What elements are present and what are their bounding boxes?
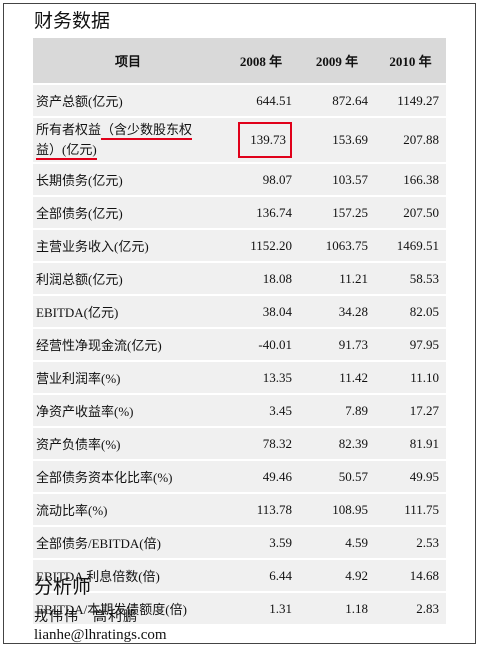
cell-2010: 1149.27 [375,84,446,118]
cell-2010: 2.83 [375,592,446,626]
table-row: 长期债务(亿元) 98.07 103.57 166.38 [33,163,446,197]
row-label: 全部债务(亿元) [33,196,223,230]
table-row: 流动比率(%) 113.78 108.95 111.75 [33,493,446,527]
cell-2010: 17.27 [375,394,446,428]
cell-2010: 49.95 [375,460,446,494]
section-title: 财务数据 [34,10,111,32]
row-label: 营业利润率(%) [33,361,223,395]
analyst-names: 戎伟伟 高利鹏 [34,606,138,626]
header-item: 项目 [33,38,223,85]
cell-2009: 4.92 [299,559,375,593]
table-row: 利润总额(亿元) 18.08 11.21 58.53 [33,262,446,296]
cell-2009: 7.89 [299,394,375,428]
row-label: 经营性净现金流(亿元) [33,328,223,362]
cell-2008: 644.51 [223,84,299,118]
cell-2009: 157.25 [299,196,375,230]
cell-2010: 82.05 [375,295,446,329]
cell-2010: 166.38 [375,163,446,197]
cell-2009: 872.64 [299,84,375,118]
table-row: 经营性净现金流(亿元) -40.01 91.73 97.95 [33,328,446,362]
cell-2009: 11.21 [299,262,375,296]
row-label: 流动比率(%) [33,493,223,527]
header-2008: 2008 年 [223,38,299,85]
cell-2010: 58.53 [375,262,446,296]
cell-2009: 108.95 [299,493,375,527]
cell-2009: 153.69 [299,117,375,164]
cell-2010: 111.75 [375,493,446,527]
table-row: 主营业务收入(亿元) 1152.20 1063.75 1469.51 [33,229,446,263]
row-label: 全部债务/EBITDA(倍) [33,526,223,560]
cell-2008: 78.32 [223,427,299,461]
header-2010: 2010 年 [375,38,446,85]
row-label: EBITDA/本期发债额度(倍) [33,592,223,626]
table-row: 资产负债率(%) 78.32 82.39 81.91 [33,427,446,461]
table-row: 资产总额(亿元) 644.51 872.64 1149.27 [33,84,446,118]
analyst-name: 高利鹏 [93,609,138,625]
cell-2010: 14.68 [375,559,446,593]
row-label: 资产负债率(%) [33,427,223,461]
cell-2008: 18.08 [223,262,299,296]
cell-2008: 139.73 [223,117,299,164]
underlined-label-part: （含少数股东权 [101,122,193,140]
cell-2008: 113.78 [223,493,299,527]
table-row: EBITDA/本期发债额度(倍) 1.31 1.18 2.83 [33,592,446,626]
cell-2010: 97.95 [375,328,446,362]
underlined-label-part: (亿元) [62,142,97,160]
cell-2009: 11.42 [299,361,375,395]
cell-2008: 3.45 [223,394,299,428]
cell-2008: 3.59 [223,526,299,560]
cell-2010: 1469.51 [375,229,446,263]
table-header-row: 项目 2008 年 2009 年 2010 年 [33,38,446,85]
row-label: 主营业务收入(亿元) [33,229,223,263]
highlight-box: 139.73 [238,122,292,158]
underlined-label-part: 益） [36,142,63,160]
cell-2008: 98.07 [223,163,299,197]
row-label: EBITDA 利息倍数(倍) [33,559,223,593]
table-row: 全部债务(亿元) 136.74 157.25 207.50 [33,196,446,230]
table-row: EBITDA(亿元) 38.04 34.28 82.05 [33,295,446,329]
cell-2008: 1.31 [223,592,299,626]
row-label: 全部债务资本化比率(%) [33,460,223,494]
cell-2009: 82.39 [299,427,375,461]
cell-2009: 1.18 [299,592,375,626]
cell-2008: -40.01 [223,328,299,362]
cell-2009: 1063.75 [299,229,375,263]
cell-2010: 207.50 [375,196,446,230]
table-row-equity: 所有者权益（含少数股东权 益）(亿元) 139.73 153.69 207.88 [33,117,446,164]
cell-2008: 13.35 [223,361,299,395]
table-row: 全部债务/EBITDA(倍) 3.59 4.59 2.53 [33,526,446,560]
cell-2010: 207.88 [375,117,446,164]
table-row: 营业利润率(%) 13.35 11.42 11.10 [33,361,446,395]
table-row: EBITDA 利息倍数(倍) 6.44 4.92 14.68 [33,559,446,593]
row-label: 利润总额(亿元) [33,262,223,296]
page-frame [3,3,476,644]
row-label-equity: 所有者权益（含少数股东权 益）(亿元) [33,117,223,164]
cell-2010: 81.91 [375,427,446,461]
cell-2009: 103.57 [299,163,375,197]
cell-2009: 50.57 [299,460,375,494]
financial-data-table: 项目 2008 年 2009 年 2010 年 资产总额(亿元) 644.51 … [33,38,446,626]
label-part: 所有者权益 [36,122,102,137]
header-2009: 2009 年 [299,38,375,85]
analyst-email[interactable]: lianhe@lhratings.com [34,627,167,643]
cell-2009: 34.28 [299,295,375,329]
table-row: 净资产收益率(%) 3.45 7.89 17.27 [33,394,446,428]
row-label: 资产总额(亿元) [33,84,223,118]
row-label: 长期债务(亿元) [33,163,223,197]
cell-2010: 11.10 [375,361,446,395]
analyst-name: 戎伟伟 [34,609,79,625]
row-label: 净资产收益率(%) [33,394,223,428]
cell-2008: 49.46 [223,460,299,494]
cell-2008: 38.04 [223,295,299,329]
cell-2008: 6.44 [223,559,299,593]
cell-2008: 1152.20 [223,229,299,263]
cell-2009: 4.59 [299,526,375,560]
table-row: 全部债务资本化比率(%) 49.46 50.57 49.95 [33,460,446,494]
cell-2009: 91.73 [299,328,375,362]
cell-2008: 136.74 [223,196,299,230]
row-label: EBITDA(亿元) [33,295,223,329]
analyst-title: 分析师 [34,576,92,598]
cell-2010: 2.53 [375,526,446,560]
